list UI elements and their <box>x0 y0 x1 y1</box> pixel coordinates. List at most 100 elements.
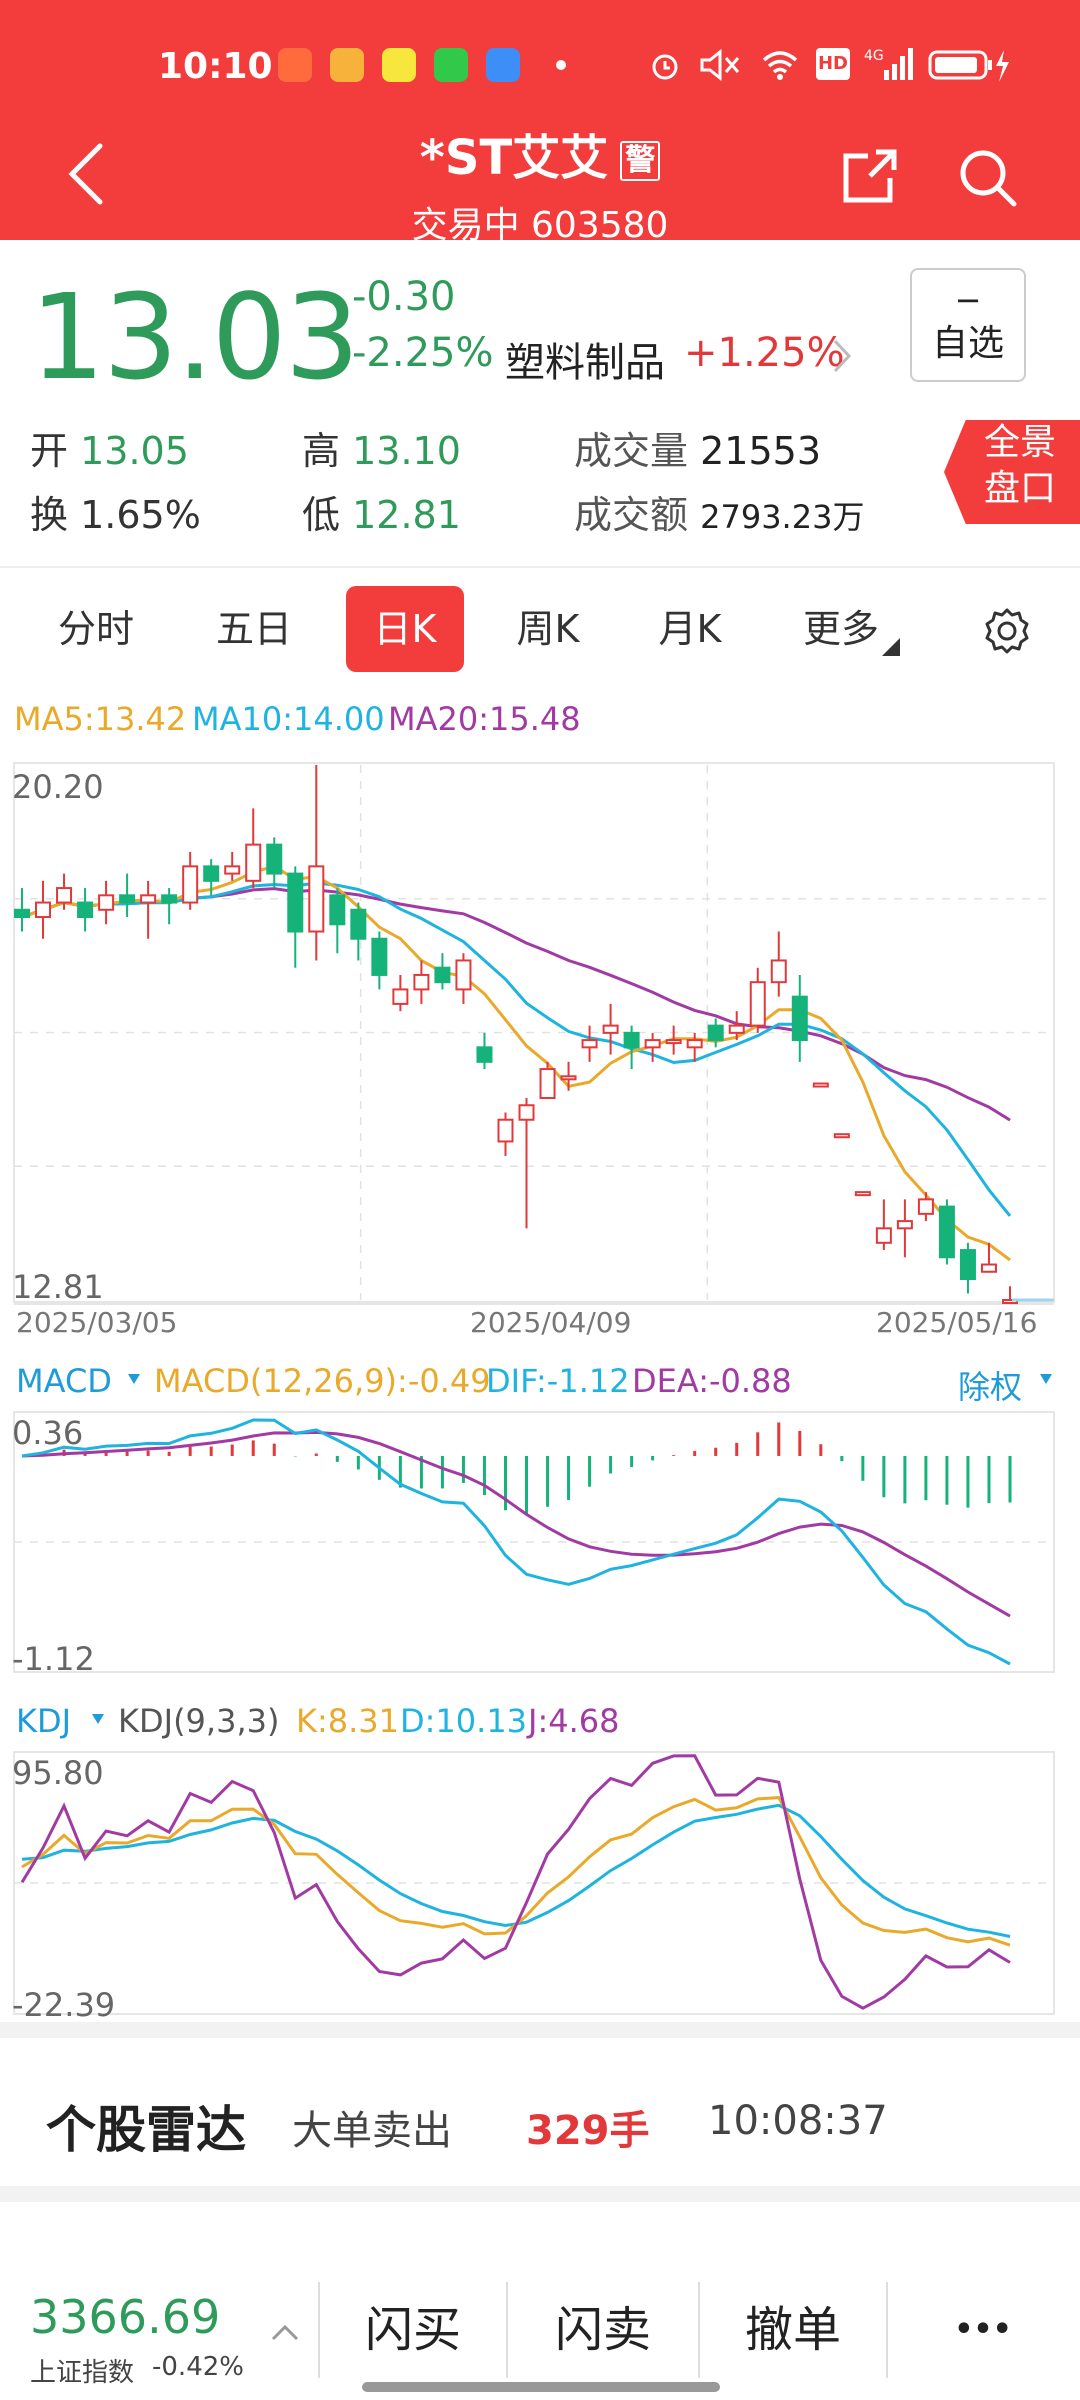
current-price: 13.03 <box>30 268 360 406</box>
kdj-d-line <box>21 1803 1011 1938</box>
index-change: -0.42% <box>152 2352 244 2382</box>
date-start-label: 2025/03/05 <box>16 1306 178 1339</box>
ma20-line <box>21 887 1011 1122</box>
candle-body <box>833 1133 850 1139</box>
battery-icon <box>928 50 1009 82</box>
candle-body <box>938 1205 955 1259</box>
candle-body <box>56 887 73 904</box>
index-name: 上证指数 <box>30 2358 135 2388</box>
tab-more[interactable]: 更多 <box>802 607 879 651</box>
radar-event: 大单卖出 <box>292 2108 452 2154</box>
adjustment-dropdown-icon[interactable] <box>1040 1374 1052 1384</box>
adjustment-toggle[interactable]: 除权 <box>958 1368 1023 1406</box>
price-change: -0.30 <box>352 274 456 320</box>
panorama-line1: 全景 <box>983 422 1056 463</box>
macd-chart[interactable] <box>0 1406 1080 1678</box>
candle-body <box>518 1104 535 1121</box>
volume-label: 成交量 <box>574 429 689 473</box>
search-icon[interactable] <box>956 146 1018 208</box>
radar-time: 10:08:37 <box>708 2098 888 2144</box>
watchlist-button[interactable]: − 自选 <box>910 268 1026 382</box>
dropdown-corner-icon <box>882 638 900 656</box>
candle-body <box>245 843 262 882</box>
tab-daily-k[interactable]: 日K <box>346 586 464 672</box>
watchlist-label: 自选 <box>931 323 1004 364</box>
flash-sell-button[interactable]: 闪卖 <box>554 2302 651 2358</box>
back-arrow-icon[interactable] <box>62 142 110 206</box>
sector-name[interactable]: 塑料制品 <box>505 340 665 386</box>
more-button[interactable]: ••• <box>954 2312 1012 2347</box>
candle-body <box>581 1039 598 1049</box>
kdj-k: K:8.31 <box>296 1702 400 1740</box>
candle-body <box>329 894 346 926</box>
divider <box>886 2282 888 2378</box>
macd-label[interactable]: MACD <box>16 1362 112 1400</box>
dot-icon <box>556 60 566 70</box>
kdj-dropdown-icon[interactable] <box>92 1714 104 1724</box>
macd-dropdown-icon[interactable] <box>128 1374 140 1384</box>
candle-body <box>98 894 115 911</box>
candle-body <box>392 988 409 1005</box>
index-value[interactable]: 3366.69 <box>30 2290 221 2344</box>
mute-icon <box>700 48 740 82</box>
warning-badge: 警 <box>620 141 661 181</box>
kdj-chart[interactable] <box>0 1748 1080 2018</box>
candle-body <box>224 865 241 875</box>
tab-weekly-k[interactable]: 周K <box>516 607 580 651</box>
candle-body <box>14 908 30 919</box>
panorama-button[interactable]: 全景 盘口 <box>944 420 1080 524</box>
app-notification-icon <box>486 48 520 82</box>
high-row: 高 13.10 <box>302 420 461 475</box>
tab-intraday[interactable]: 分时 <box>57 607 134 651</box>
chevron-up-icon[interactable] <box>270 2322 300 2342</box>
divider <box>506 2282 508 2378</box>
home-indicator <box>362 2382 720 2392</box>
date-mid-label: 2025/04/09 <box>470 1306 632 1339</box>
turnover-label: 换 <box>30 493 69 537</box>
flash-buy-button[interactable]: 闪买 <box>364 2302 461 2358</box>
tab-five-day[interactable]: 五日 <box>215 607 292 651</box>
turnover-row: 换 1.65% <box>30 484 201 539</box>
candle-body <box>182 865 199 904</box>
kdj-j: J:4.68 <box>528 1702 620 1740</box>
bottom-trade-bar <box>0 2218 1080 2400</box>
status-time: 10:10 <box>158 46 273 87</box>
trading-status: 交易中 603580 <box>411 205 669 246</box>
tab-monthly-k[interactable]: 月K <box>658 607 722 651</box>
candle-body <box>539 1068 556 1100</box>
candle-body <box>266 843 283 875</box>
macd-params: MACD(12,26,9):-0.49 <box>154 1362 491 1400</box>
stock-title: *ST艾艾警 <box>0 118 1080 188</box>
price-max-label: 20.20 <box>12 768 104 806</box>
candle-body <box>623 1031 640 1049</box>
candle-body <box>497 1118 514 1143</box>
low-label: 低 <box>302 493 341 537</box>
candle-body <box>350 908 367 940</box>
candlestick-chart[interactable] <box>0 755 1080 1345</box>
stock-radar-bar[interactable] <box>0 2022 1080 2202</box>
candle-body <box>980 1263 997 1273</box>
macd-min-label: -1.12 <box>12 1640 95 1678</box>
share-icon[interactable] <box>840 148 900 204</box>
macd-dea: DEA:-0.88 <box>632 1362 792 1400</box>
kdj-j-line <box>20 1754 1011 2010</box>
ma5-label: MA5:13.42 <box>14 700 187 738</box>
candle-body <box>308 865 325 933</box>
signal-icon: 4G <box>864 48 913 80</box>
candle-body <box>455 959 472 991</box>
high-value: 13.10 <box>352 429 461 473</box>
ma10-label: MA10:14.00 <box>192 700 385 738</box>
candle-body <box>161 894 178 904</box>
candle-body <box>749 981 766 1027</box>
radar-amount: 329手 <box>526 2108 650 2154</box>
status-bar: 10:10 HD 4G <box>0 38 1080 100</box>
candle-body <box>791 995 808 1042</box>
kdj-label[interactable]: KDJ <box>16 1702 72 1740</box>
cancel-order-button[interactable]: 撤单 <box>744 2302 841 2358</box>
sector-change[interactable]: +1.25% <box>684 330 845 376</box>
candle-body <box>854 1191 871 1197</box>
chevron-right-icon[interactable] <box>832 338 852 374</box>
gear-icon[interactable] <box>982 606 1032 656</box>
hd-icon: HD <box>816 48 850 80</box>
